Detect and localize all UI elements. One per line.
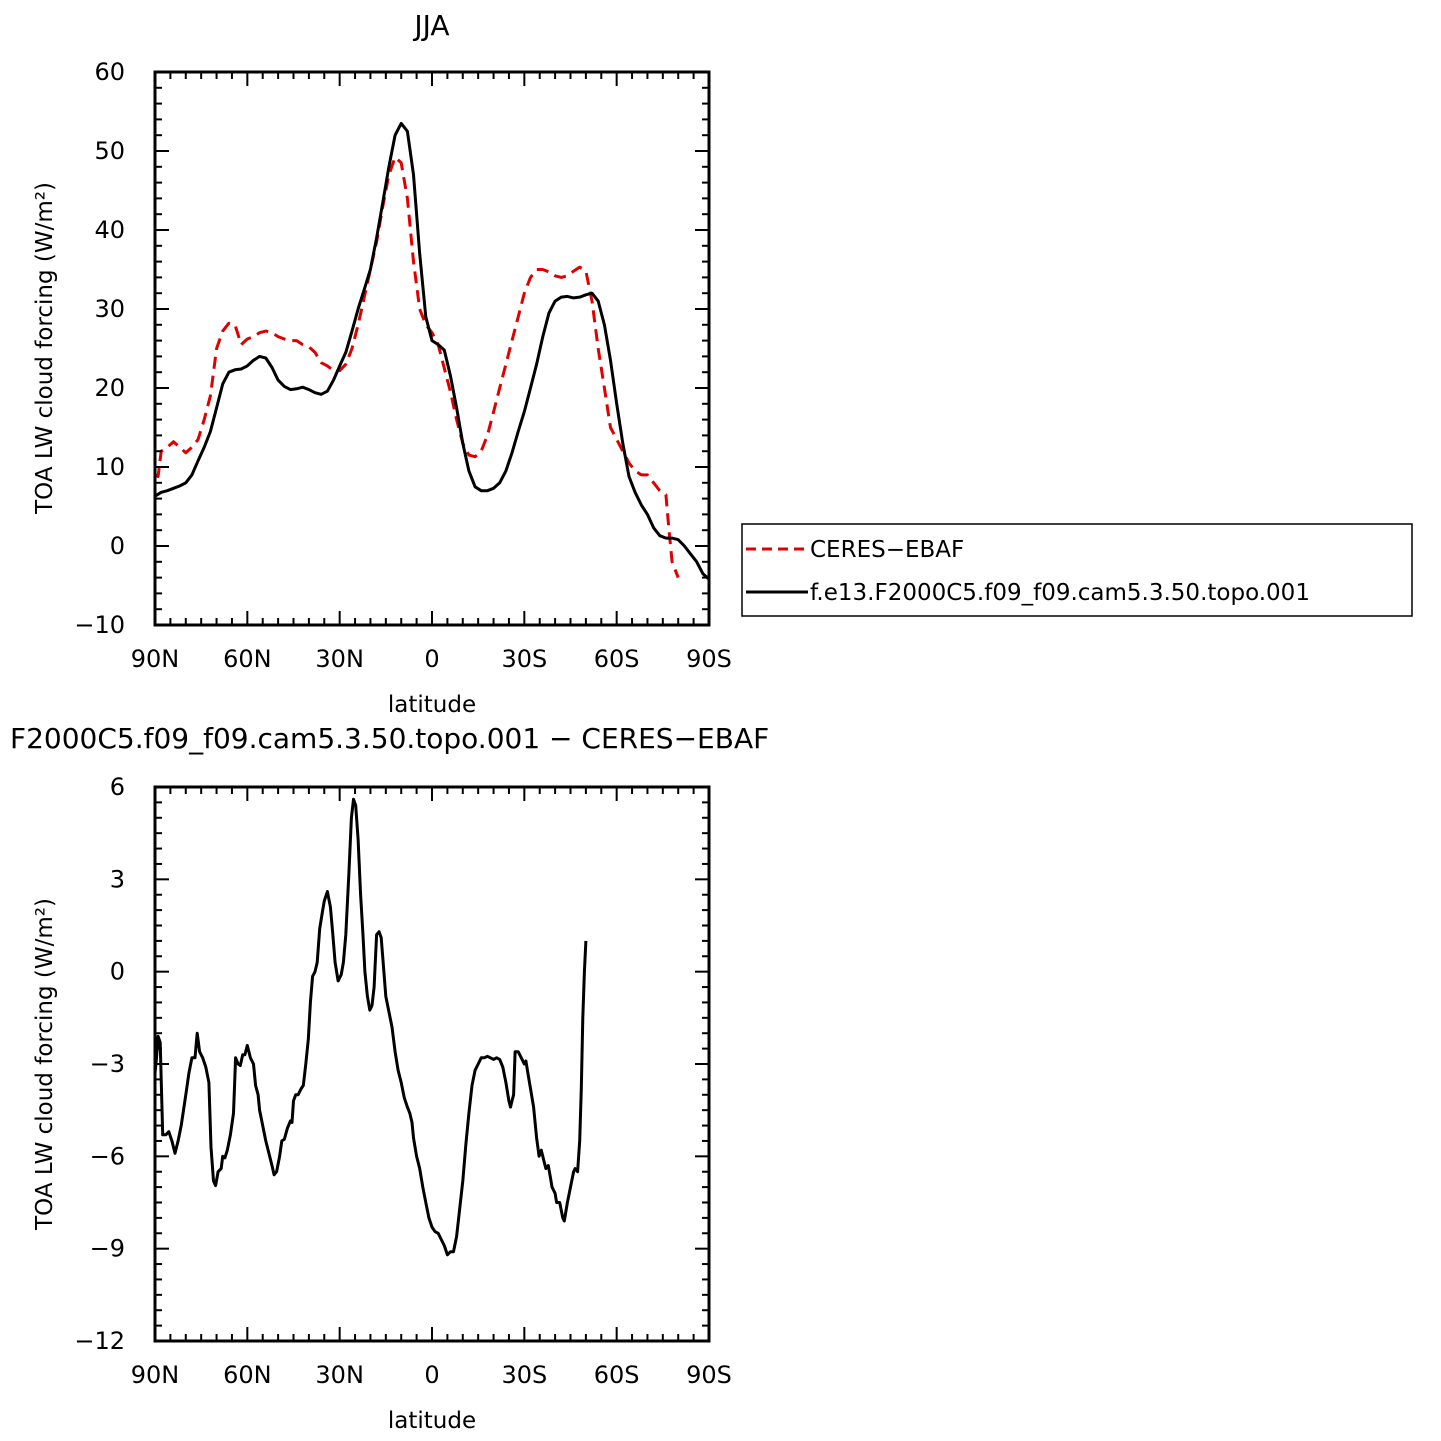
top-x-tick-label: 90N — [131, 645, 180, 673]
bottom-plot-frame — [153, 785, 711, 1343]
bottom-y-tick-label: 6 — [110, 773, 125, 801]
top-x-tick-label: 60S — [594, 645, 640, 673]
bottom-x-tick-label: 0 — [424, 1361, 439, 1389]
legend: CERES−EBAF f.e13.F2000C5.f09_f09.cam5.3.… — [741, 523, 1413, 617]
top-axis-ticks — [154, 71, 710, 626]
bottom-x-tick-label: 30S — [501, 1361, 547, 1389]
bottom-tick-labels: 90N 60N 30N 0 30S 60S 90S −12 −9 −6 −3 0 3 6 — [74, 773, 732, 1389]
bottom-y-tick-label: 0 — [110, 958, 125, 986]
top-x-tick-label: 30N — [315, 645, 364, 673]
top-x-tick-label: 60N — [223, 645, 272, 673]
bottom-x-tick-label: 60N — [223, 1361, 272, 1389]
bottom-plot-curves — [153, 797, 588, 1257]
top-y-tick-label: 30 — [94, 295, 125, 323]
legend-label-ceres: CERES−EBAF — [810, 537, 964, 563]
legend-box — [741, 523, 1413, 617]
bottom-x-tick-label: 30N — [315, 1361, 364, 1389]
top-y-tick-label: −10 — [74, 611, 125, 639]
top-series-line-1 — [154, 121, 711, 581]
top-y-tick-label: 50 — [94, 137, 125, 165]
bottom-x-axis-label: latitude — [388, 1408, 476, 1434]
bottom-x-tick-label: 90N — [131, 1361, 180, 1389]
top-tick-labels: 90N 60N 30N 0 30S 60S 90S −10 0 10 20 30 40 50 60 — [74, 58, 732, 673]
bottom-y-tick-label: −12 — [74, 1327, 125, 1355]
top-plot-frame — [153, 70, 711, 627]
bottom-y-tick-label: −6 — [90, 1142, 125, 1170]
top-y-tick-label: 10 — [94, 453, 125, 481]
top-y-axis-label: TOA LW cloud forcing (W/m²) — [32, 182, 58, 515]
bottom-x-tick-label: 60S — [594, 1361, 640, 1389]
top-chart-title: JJA — [412, 9, 449, 42]
top-x-tick-label: 0 — [424, 645, 439, 673]
bottom-series-line-0 — [153, 797, 588, 1257]
top-x-tick-label: 90S — [686, 645, 732, 673]
bottom-chart-title: F2000C5.f09_f09.cam5.3.50.topo.001 − CER… — [10, 722, 769, 755]
top-y-tick-label: 60 — [94, 58, 125, 86]
top-x-tick-label: 30S — [501, 645, 547, 673]
top-panel: JJA 90N 60N 30N 0 30S 60S 90S−100102030405060 … — [32, 9, 732, 718]
legend-label-model: f.e13.F2000C5.f09_f09.cam5.3.50.topo.001 — [810, 580, 1310, 606]
bottom-y-tick-label: 3 — [110, 865, 125, 893]
top-y-tick-label: 40 — [94, 216, 125, 244]
top-y-tick-label: 20 — [94, 374, 125, 402]
bottom-y-tick-label: −9 — [90, 1235, 125, 1263]
bottom-x-tick-label: 90S — [686, 1361, 732, 1389]
top-plot-curves — [154, 121, 711, 581]
bottom-panel: F2000C5.f09_f09.cam5.3.50.topo.001 − CER… — [10, 722, 769, 1434]
top-x-axis-label: latitude — [388, 692, 476, 718]
bottom-y-tick-label: −3 — [90, 1050, 125, 1078]
top-y-tick-label: 0 — [110, 532, 125, 560]
bottom-y-axis-label: TOA LW cloud forcing (W/m²) — [32, 898, 58, 1231]
